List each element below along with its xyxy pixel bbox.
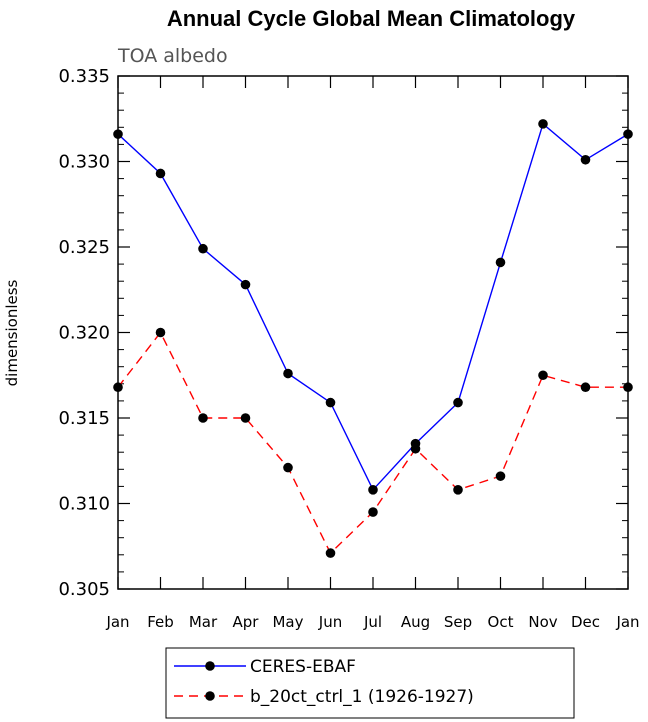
legend: CERES-EBAF b_20ct_ctrl_1 (1926-1927) bbox=[174, 657, 474, 707]
y-tick-label: 0.305 bbox=[58, 579, 110, 600]
series-markers bbox=[113, 119, 633, 558]
legend-box bbox=[165, 647, 575, 719]
data-point-series-0 bbox=[495, 257, 506, 268]
chart-subtitle: TOA albedo bbox=[117, 45, 228, 67]
data-point-series-1 bbox=[538, 370, 548, 381]
x-tick-label: May bbox=[272, 613, 303, 631]
x-tick-labels: Jan Feb Mar Apr May Jun Jul Aug Sep Oct Nov Dec Jan bbox=[105, 613, 639, 631]
x-tick-label: Sep bbox=[444, 613, 472, 631]
x-tick-label: Feb bbox=[147, 613, 174, 631]
data-point-series-1 bbox=[240, 413, 251, 423]
data-point-series-1 bbox=[283, 462, 293, 473]
y-tick-label: 0.335 bbox=[58, 66, 110, 87]
x-tick-label: Nov bbox=[528, 613, 557, 631]
data-point-series-1 bbox=[368, 507, 378, 517]
x-tick-label: Jan bbox=[615, 613, 639, 631]
data-point-series-1 bbox=[495, 471, 506, 481]
data-point-series-1 bbox=[623, 382, 633, 393]
y-tick-labels: 0.305 0.310 0.315 0.320 0.325 0.330 0.335 bbox=[58, 66, 110, 600]
x-tick-label: Mar bbox=[189, 613, 218, 631]
data-point-series-0 bbox=[368, 485, 378, 495]
data-point-series-0 bbox=[325, 397, 336, 408]
data-point-series-1 bbox=[410, 443, 421, 454]
data-point-series-1 bbox=[325, 548, 336, 558]
y-tick-label: 0.315 bbox=[58, 408, 110, 429]
data-point-series-1 bbox=[453, 485, 463, 495]
x-tick-label: Jun bbox=[318, 613, 342, 631]
data-point-series-1 bbox=[155, 327, 166, 338]
x-tick-label: Oct bbox=[488, 613, 514, 631]
axis-ticks bbox=[117, 75, 629, 590]
x-tick-label: Jul bbox=[363, 613, 382, 631]
x-tick-label: Apr bbox=[233, 613, 260, 631]
legend-swatch-marker-1 bbox=[205, 691, 215, 701]
y-tick-label: 0.325 bbox=[58, 237, 110, 258]
x-tick-label: Aug bbox=[401, 613, 430, 631]
data-point-series-0 bbox=[538, 119, 548, 129]
data-point-series-0 bbox=[113, 129, 123, 139]
data-point-series-1 bbox=[580, 382, 591, 393]
x-tick-label: Dec bbox=[571, 613, 600, 631]
x-tick-label: Jan bbox=[105, 613, 129, 631]
series-line-1 bbox=[117, 331, 628, 555]
data-point-series-0 bbox=[198, 243, 208, 254]
chart-title: Annual Cycle Global Mean Climatology bbox=[167, 6, 576, 31]
data-point-series-1 bbox=[198, 413, 208, 423]
data-point-series-1 bbox=[113, 382, 123, 393]
y-axis-label: dimensionless bbox=[3, 279, 21, 386]
legend-label-1: b_20ct_ctrl_1 (1926-1927) bbox=[250, 687, 474, 707]
legend-label-0: CERES-EBAF bbox=[250, 657, 356, 677]
series-line-0 bbox=[117, 122, 629, 492]
data-point-series-0 bbox=[155, 168, 166, 179]
data-point-series-0 bbox=[283, 368, 293, 379]
data-point-series-0 bbox=[580, 154, 591, 165]
legend-swatch-marker-0 bbox=[205, 661, 215, 671]
data-point-series-0 bbox=[453, 397, 463, 408]
y-tick-label: 0.330 bbox=[58, 152, 110, 173]
y-tick-label: 0.320 bbox=[58, 323, 110, 344]
data-point-series-0 bbox=[623, 129, 633, 139]
y-tick-label: 0.310 bbox=[58, 494, 110, 515]
data-point-series-0 bbox=[240, 279, 251, 290]
